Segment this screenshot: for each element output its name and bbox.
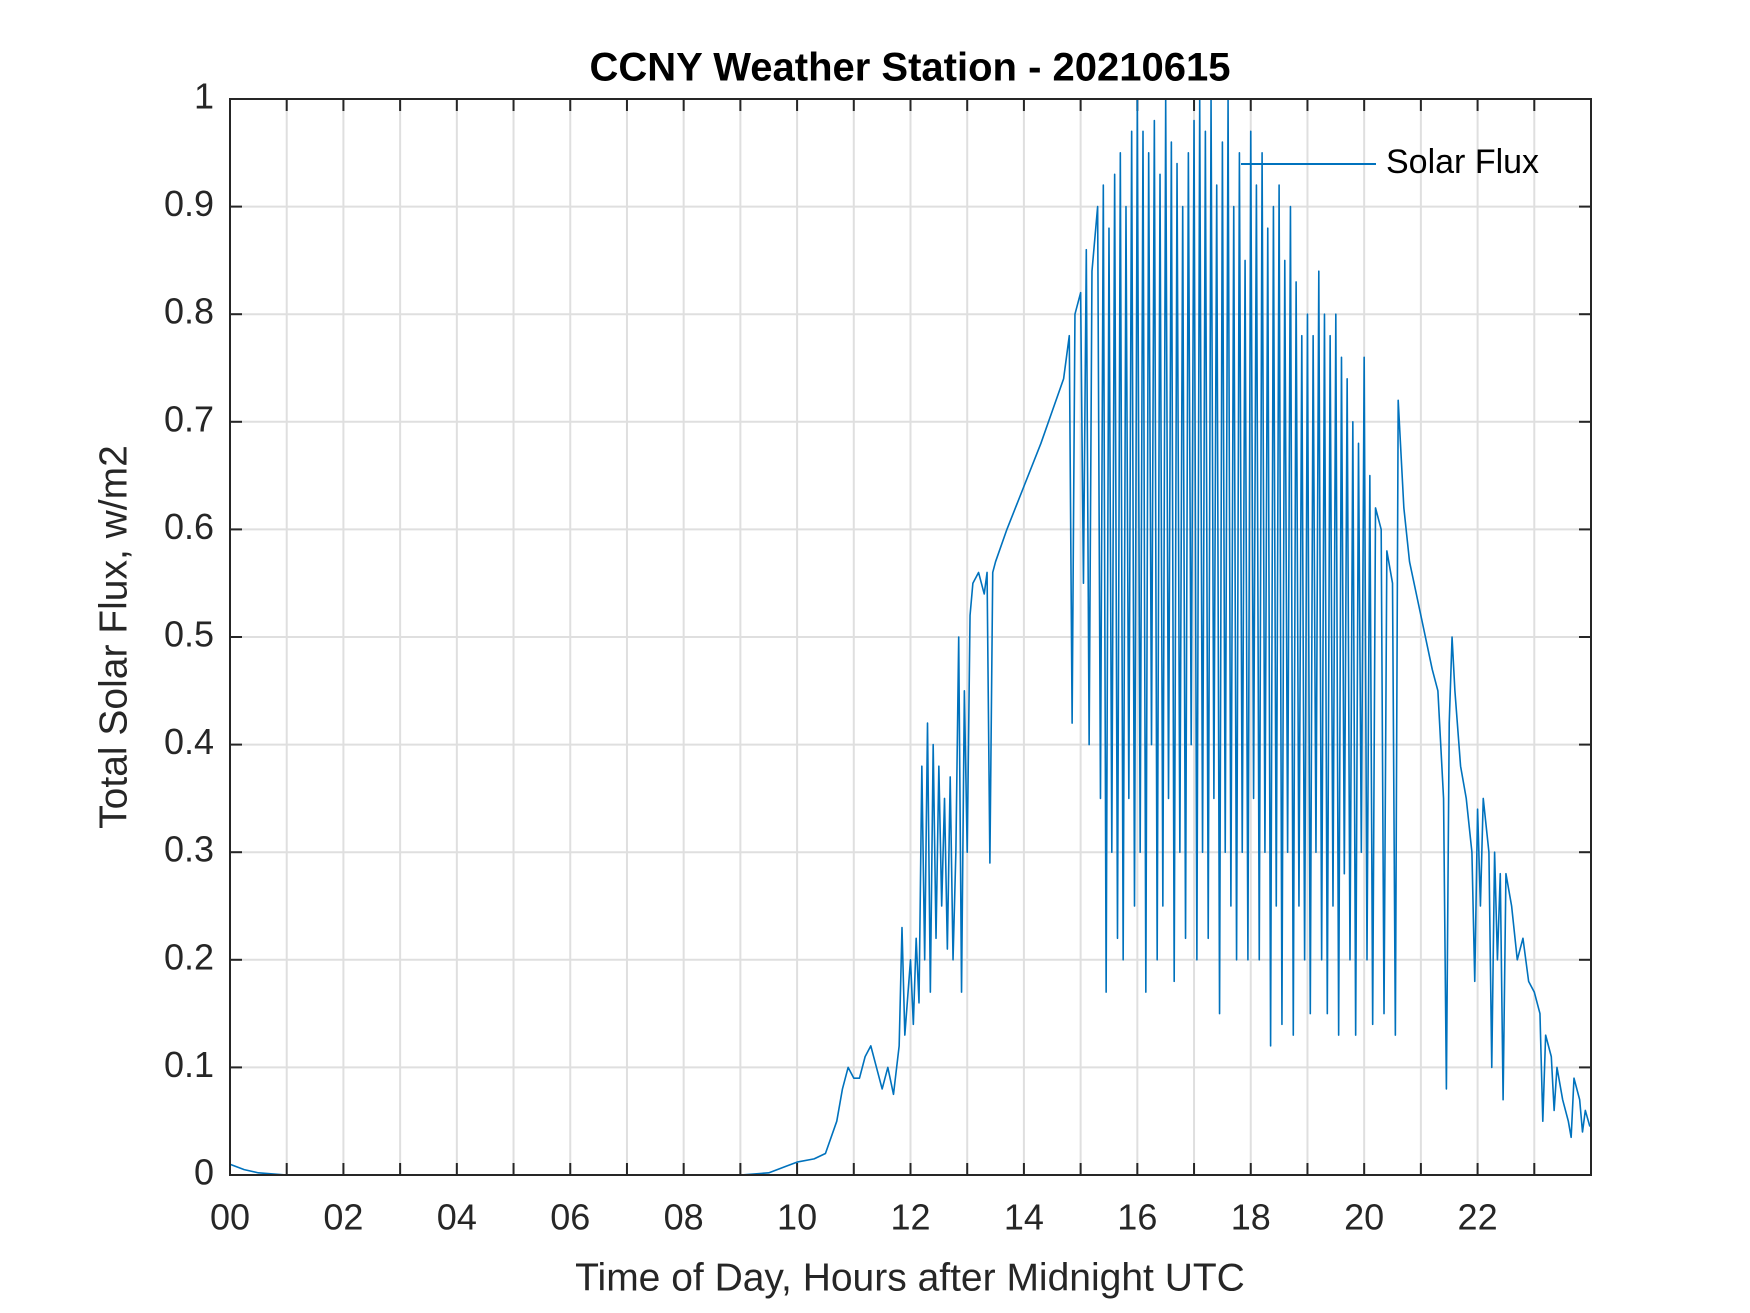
- data-line: [230, 99, 1591, 1175]
- chart-title: CCNY Weather Station - 20210615: [590, 46, 1231, 90]
- x-tick-label: 08: [664, 1197, 704, 1238]
- y-tick-label: 0.9: [164, 183, 214, 224]
- x-tick-label: 14: [1004, 1197, 1044, 1238]
- plot-frame: [229, 98, 1592, 1176]
- x-tick-label: 16: [1117, 1197, 1157, 1238]
- y-tick-label: 0.6: [164, 506, 214, 547]
- y-tick-label: 0.3: [164, 829, 214, 870]
- x-tick-label: 04: [437, 1197, 477, 1238]
- y-tick-label: 0.2: [164, 936, 214, 977]
- x-tick-label: 06: [550, 1197, 590, 1238]
- x-tick-label: 18: [1231, 1197, 1271, 1238]
- y-tick-label: 0.1: [164, 1044, 214, 1085]
- x-axis-label: Time of Day, Hours after Midnight UTC: [575, 1256, 1245, 1299]
- y-tick-label: 0.4: [164, 721, 214, 762]
- y-tick-label: 0.8: [164, 291, 214, 332]
- x-tick-label: 22: [1458, 1197, 1498, 1238]
- y-tick-label: 1: [194, 76, 214, 117]
- x-tick-label: 02: [323, 1197, 363, 1238]
- legend-label: Solar Flux: [1386, 143, 1539, 181]
- y-tick-label: 0.5: [164, 614, 214, 655]
- x-tick-label: 10: [777, 1197, 817, 1238]
- y-axis-label: Total Solar Flux, w/m2: [92, 445, 135, 829]
- x-tick-label: 12: [890, 1197, 930, 1238]
- x-tick-label: 00: [210, 1197, 250, 1238]
- y-tick-label: 0.7: [164, 398, 214, 439]
- y-tick-label: 0: [194, 1152, 214, 1193]
- x-tick-label: 20: [1344, 1197, 1384, 1238]
